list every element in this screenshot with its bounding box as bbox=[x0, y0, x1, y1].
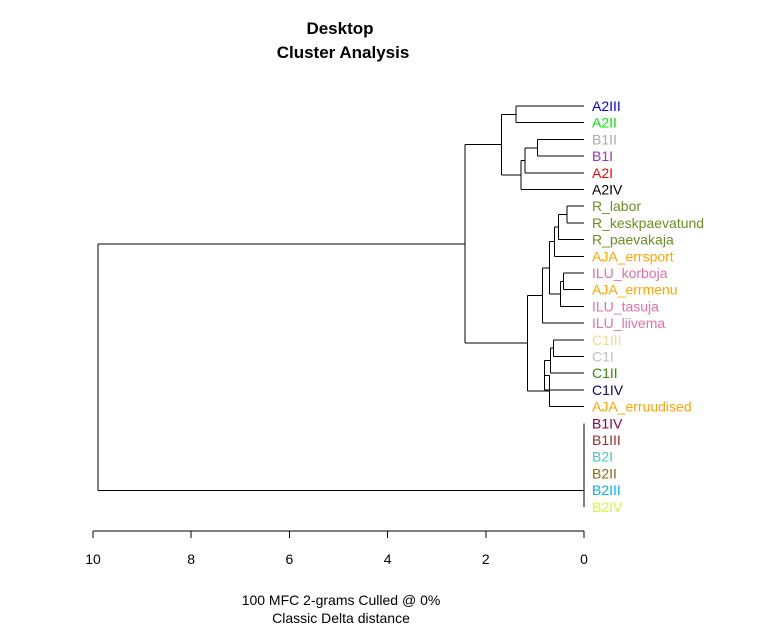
leaf-label: B2IV bbox=[592, 499, 623, 515]
leaf-label: A2IV bbox=[592, 182, 623, 198]
leaf-label: ILU_tasuja bbox=[592, 298, 659, 314]
leaf-label: ILU_liivema bbox=[592, 315, 665, 331]
leaf-label: C1I bbox=[592, 349, 614, 365]
leaf-label: B2III bbox=[592, 482, 621, 498]
x-axis-tick-label: 4 bbox=[384, 551, 392, 567]
leaf-label: B2I bbox=[592, 449, 613, 465]
x-axis-label-secondary: Classic Delta distance bbox=[272, 610, 410, 626]
leaf-label: C1IV bbox=[592, 382, 624, 398]
leaf-label: AJA_errsport bbox=[592, 248, 674, 264]
x-axis-ticks: 10 8 6 4 2 0 bbox=[85, 531, 588, 567]
x-axis-label: 100 MFC 2-grams Culled @ 0% bbox=[242, 592, 441, 608]
leaf-label: B1II bbox=[592, 131, 617, 147]
x-axis-tick-label: 0 bbox=[580, 551, 588, 567]
leaf-label: B1III bbox=[592, 432, 621, 448]
leaf-label: A2II bbox=[592, 115, 617, 131]
leaf-labels: A2IIIA2IIB1IIB1IA2IA2IVR_laborR_keskpaev… bbox=[592, 98, 704, 515]
leaf-label: R_keskpaevatund bbox=[592, 215, 704, 231]
leaf-label: AJA_erruudised bbox=[592, 399, 692, 415]
x-axis-tick-label: 10 bbox=[85, 551, 101, 567]
leaf-label: C1III bbox=[592, 332, 622, 348]
leaf-label: R_labor bbox=[592, 198, 641, 214]
chart-title: Desktop bbox=[306, 19, 373, 38]
x-axis: 10 8 6 4 2 0 bbox=[85, 530, 588, 567]
leaf-label: AJA_errmenu bbox=[592, 282, 678, 298]
leaf-label: R_paevakaja bbox=[592, 232, 674, 248]
x-axis-tick-label: 8 bbox=[187, 551, 195, 567]
dendrogram-branches bbox=[97, 105, 585, 507]
leaf-label: B1IV bbox=[592, 415, 623, 431]
leaf-label: A2III bbox=[592, 98, 621, 114]
leaf-label: B2II bbox=[592, 465, 617, 481]
leaf-label: ILU_korboja bbox=[592, 265, 668, 281]
leaf-label: A2I bbox=[592, 165, 613, 181]
x-axis-tick-label: 2 bbox=[482, 551, 490, 567]
leaf-label: B1I bbox=[592, 148, 613, 164]
chart-subtitle: Cluster Analysis bbox=[277, 43, 410, 62]
x-axis-tick-label: 6 bbox=[286, 551, 294, 567]
leaf-label: C1II bbox=[592, 365, 618, 381]
